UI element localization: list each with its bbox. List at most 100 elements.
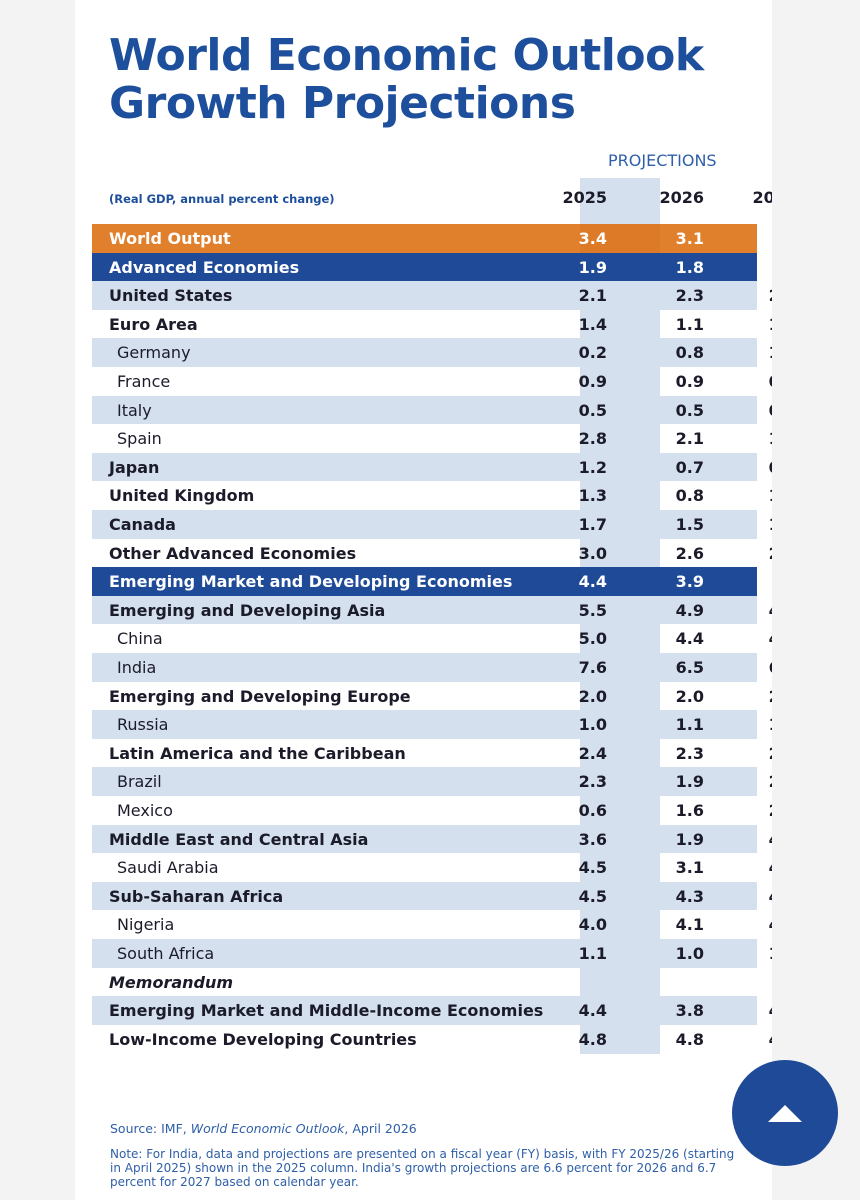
table-row: India 7.6 6.5 6.5 [92, 653, 772, 682]
title: World Economic Outlook [109, 30, 704, 81]
row-label: Brazil [117, 772, 162, 792]
row-label: Germany [117, 343, 191, 363]
column-shade [580, 738, 660, 768]
column-shade [580, 178, 660, 224]
cell-value: 1.3 [727, 481, 772, 510]
cell-value: 1.9 [727, 510, 772, 539]
table-row: United States 2.1 2.3 2.1 [92, 281, 772, 311]
cell-value: 6.5 [675, 658, 704, 677]
cell-value: 1.4 [578, 314, 607, 334]
cell-value: 0.9 [675, 372, 704, 391]
arrow [768, 1105, 802, 1122]
table-row: Middle East and Central Asia 3.6 1.9 4.6 [92, 824, 772, 854]
row-label: Japan [109, 457, 160, 477]
arrow-icon [768, 1105, 802, 1122]
column-header: 2025 [562, 188, 607, 207]
cell-value: 1.7 [578, 515, 607, 534]
column-shade [580, 824, 660, 854]
table-row: Emerging Market and Middle-Income Econom… [92, 996, 772, 1026]
cell-value: 1.8 [727, 424, 772, 453]
row-label: Emerging and Developing Europe [109, 686, 411, 706]
column-shade [580, 367, 660, 396]
row-label: Low-Income Developing Countries [109, 1029, 417, 1049]
cell-value: 1.1 [727, 710, 772, 739]
cell-value: 4.8 [578, 1029, 607, 1049]
row-label: China [117, 629, 163, 649]
cell-value: 1.3 [578, 486, 607, 506]
cell-value: 5.5 [578, 600, 607, 620]
cell-value: 2.6 [675, 543, 704, 563]
column-shade [580, 452, 660, 482]
cell-value: 5.0 [578, 629, 607, 649]
cell-value: 0.5 [675, 400, 704, 420]
column-shade [580, 567, 660, 597]
row-label: Spain [117, 429, 162, 449]
table-row: China 5.0 4.4 4.0 [92, 624, 772, 654]
title: Growth Projections [109, 78, 576, 129]
cell-value: 1.9 [675, 829, 704, 849]
cell-value: 4.3 [675, 886, 704, 906]
row-label: Mexico [117, 801, 173, 820]
table-row: Low-Income Developing Countries 4.8 4.8 4.9 [92, 1024, 772, 1054]
table-row: South Africa 1.1 1.0 1.3 [92, 939, 772, 968]
cell-value: 2.8 [578, 429, 607, 449]
cell-value: 2.0 [727, 767, 772, 796]
cell-value: 4.9 [727, 1025, 772, 1054]
column-shade [580, 853, 660, 883]
column-shade [580, 710, 660, 740]
row-label: France [117, 372, 171, 391]
cell-value: 0.9 [727, 367, 772, 396]
cell-value: 3.1 [675, 858, 704, 878]
column-shade [580, 653, 660, 682]
cell-value: 4.3 [727, 910, 772, 939]
table-row: Memorandum [92, 967, 757, 997]
cell-value: 1.1 [675, 715, 704, 735]
table-row: Brazil 2.3 1.9 2.0 [92, 767, 772, 797]
cell-value: 4.4 [727, 882, 772, 911]
column-shade [580, 395, 660, 425]
column-shade [580, 624, 660, 654]
cell-value: 7.6 [578, 658, 607, 677]
cell-value: 6.5 [727, 653, 772, 682]
row-label: Canada [109, 515, 176, 534]
table-row: France 0.9 0.9 0.9 [92, 367, 772, 396]
column-shade [580, 338, 660, 368]
cell-value: 0.5 [727, 396, 772, 425]
cell-value: 1.2 [578, 457, 607, 477]
row-label: United States [109, 286, 233, 306]
cell-value: 1.9 [675, 772, 704, 792]
cell-value: 4.8 [727, 596, 772, 625]
cell-value: 0.9 [578, 372, 607, 391]
cell-value: 4.5 [578, 858, 607, 878]
row-label: Sub-Saharan Africa [109, 886, 284, 906]
cell-value: 3.8 [675, 1001, 704, 1021]
row-label: Emerging and Developing Asia [109, 600, 386, 620]
cell-value: 2.1 [727, 281, 772, 310]
source: Source: IMF, World Economic Outlook, Apr… [110, 1121, 417, 1136]
cell-value: 2.0 [578, 686, 607, 706]
cell-value: 1.3 [727, 939, 772, 968]
column-shade [580, 1024, 660, 1054]
table-row: Advanced Economies 1.9 1.8 1.7 [92, 252, 772, 282]
scroll-top-button[interactable] [732, 1060, 838, 1166]
row-label: India [117, 658, 157, 677]
row-label: Nigeria [117, 915, 175, 935]
cell-value: 3.4 [578, 229, 607, 248]
cell-value: 2.4 [578, 743, 607, 763]
cell-value: 4.6 [727, 825, 772, 854]
table-row: Spain 2.8 2.1 1.8 [92, 424, 772, 454]
projections-label: PROJECTIONS [608, 151, 717, 170]
table-row: Emerging Market and Developing Economies… [92, 567, 772, 597]
cell-value: 2.1 [727, 682, 772, 711]
cell-value: 1.2 [727, 338, 772, 367]
row-label: Russia [117, 715, 169, 735]
cell-value: 4.9 [675, 600, 704, 620]
cell-value: 4.5 [578, 886, 607, 906]
cell-value: 4.4 [578, 572, 607, 592]
note: Note: For India, data and projections ar… [110, 1147, 735, 1189]
table-row: World Output 3.4 3.1 3.2 [92, 224, 772, 253]
cell-value: 1.9 [578, 257, 607, 277]
cell-value: 3.1 [675, 229, 704, 248]
cell-value: 2.3 [675, 743, 704, 763]
